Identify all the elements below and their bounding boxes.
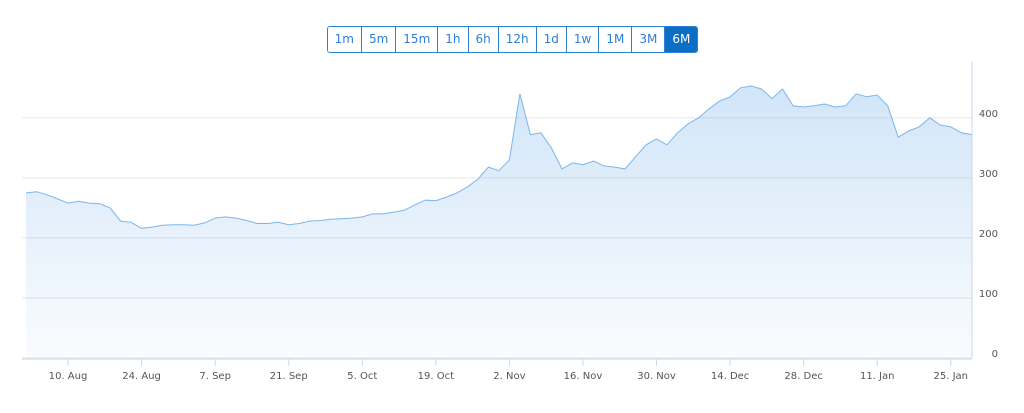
range-selector: 1m 5m 15m 1h 6h 12h 1d 1w 1M 3M 6M xyxy=(0,26,1024,53)
x-tick-label: 7. Sep xyxy=(199,371,231,382)
range-button[interactable]: 6M xyxy=(664,27,698,52)
x-tick-label: 14. Dec xyxy=(711,371,749,382)
y-tick-label: 0 xyxy=(992,349,998,360)
x-tick-label: 11. Jan xyxy=(860,371,895,382)
range-button[interactable]: 15m xyxy=(395,27,438,52)
y-tick-label: 300 xyxy=(979,169,998,180)
range-button[interactable]: 1d xyxy=(535,27,566,52)
x-tick-label: 24. Aug xyxy=(122,371,161,382)
y-tick-label: 100 xyxy=(979,289,998,300)
x-tick-label: 10. Aug xyxy=(49,371,88,382)
x-tick-label: 19. Oct xyxy=(418,371,454,382)
x-tick-label: 28. Dec xyxy=(784,371,822,382)
range-button[interactable]: 1w xyxy=(565,27,599,52)
range-button[interactable]: 1M xyxy=(598,27,632,52)
x-tick-label: 21. Sep xyxy=(270,371,308,382)
x-tick-label: 5. Oct xyxy=(347,371,377,382)
range-button[interactable]: 12h xyxy=(497,27,536,52)
button-group: 1m 5m 15m 1h 6h 12h 1d 1w 1M 3M 6M xyxy=(326,26,699,53)
x-tick-label: 2. Nov xyxy=(493,371,525,382)
range-button[interactable]: 1h xyxy=(437,27,468,52)
y-tick-label: 200 xyxy=(979,229,998,240)
range-button[interactable]: 3M xyxy=(631,27,665,52)
line xyxy=(25,85,972,229)
area-fill xyxy=(26,86,972,358)
range-button[interactable]: 6h xyxy=(467,27,498,52)
x-tick-label: 16. Nov xyxy=(564,371,603,382)
range-button[interactable]: 1m xyxy=(327,27,361,52)
x-tick-label: 25. Jan xyxy=(934,371,969,382)
range-button[interactable]: 5m xyxy=(360,27,396,52)
y-tick-label: 400 xyxy=(979,109,998,120)
x-tick-label: 30. Nov xyxy=(637,371,676,382)
